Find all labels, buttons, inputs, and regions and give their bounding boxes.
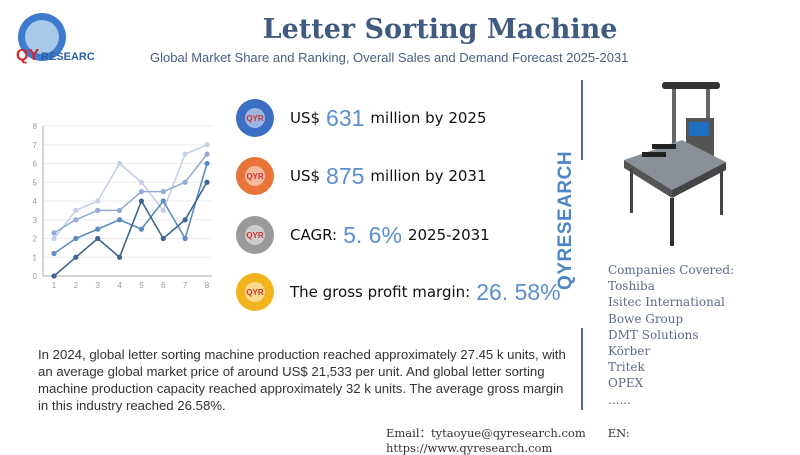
kpi-suffix: 2025-2031 — [407, 226, 490, 244]
y-tick-label: 7 — [33, 141, 38, 150]
company-item: Bowe Group — [608, 311, 684, 326]
data-point — [116, 254, 123, 260]
kpi-suffix: million by 2025 — [370, 109, 487, 127]
y-tick-label: 5 — [33, 178, 38, 187]
y-tick-label: 4 — [33, 197, 38, 206]
company-item: Toshiba — [608, 279, 655, 294]
letter-sorting-machine-image — [624, 82, 726, 246]
data-point — [116, 207, 123, 213]
data-point — [51, 273, 57, 279]
company-item: Isitec International — [608, 295, 725, 310]
footer: Email：tytaoyue@qyresearch.com EN: https:/… — [386, 425, 800, 455]
company-item: OPEX — [608, 376, 644, 391]
x-tick-label: 7 — [183, 281, 188, 290]
data-point — [182, 217, 188, 223]
x-tick-label: 5 — [139, 281, 144, 290]
data-point — [95, 226, 101, 232]
kpi-prefix: US$ — [290, 167, 321, 185]
x-tick-label: 4 — [117, 281, 122, 290]
kpi-value: 5. 6% — [343, 221, 402, 248]
kpi-prefix: CAGR: — [290, 226, 338, 244]
y-tick-label: 1 — [33, 253, 38, 262]
data-point — [204, 160, 210, 167]
page-title: Letter Sorting Machine — [262, 14, 618, 45]
x-tick-label: 1 — [52, 281, 57, 290]
svg-text:QY: QY — [16, 47, 39, 64]
divider-line — [581, 80, 583, 160]
data-point — [73, 235, 79, 242]
data-point — [204, 179, 210, 185]
data-point — [138, 226, 145, 232]
data-point — [95, 198, 101, 204]
vertical-brand: QYRESEARCH — [555, 150, 576, 290]
company-item: Körber — [608, 344, 651, 359]
y-tick-label: 8 — [33, 122, 38, 131]
kpi-2031-market: QYR US$ 875 million by 2031 — [236, 156, 487, 196]
data-point — [138, 198, 145, 204]
footer-email: Email：tytaoyue@qyresearch.com — [386, 426, 586, 440]
summary-paragraph: In 2024, global letter sorting machine p… — [38, 347, 566, 413]
y-tick-label: 2 — [33, 235, 38, 244]
companies-covered: Companies Covered: Toshiba Isitec Intern… — [608, 262, 734, 408]
data-point — [138, 189, 145, 195]
data-point — [160, 198, 166, 204]
company-item: Tritek — [608, 360, 645, 375]
series-line — [53, 144, 208, 239]
y-tick-label: 0 — [33, 272, 38, 281]
data-point — [95, 207, 101, 213]
qyresearch-logo: QY RESEARCH — [16, 13, 94, 64]
kpi-2025-market: QYR US$ 631 million by 2025 — [236, 98, 487, 138]
kpi-gross-margin: QYR The gross profit margin: 26. 58% — [236, 272, 567, 312]
data-point — [182, 179, 188, 185]
data-point — [73, 254, 79, 260]
svg-text:RESEARCH: RESEARCH — [41, 51, 94, 63]
y-tick-label: 6 — [33, 160, 38, 169]
series-line — [53, 163, 208, 255]
qyr-globe-icon: QYR — [236, 273, 274, 311]
data-point — [95, 235, 101, 242]
data-point — [138, 179, 145, 185]
data-point — [204, 151, 210, 157]
kpi-value: 26. 58% — [476, 278, 561, 305]
data-point — [73, 207, 79, 213]
qyr-globe-icon: QYR — [236, 99, 274, 137]
data-point — [73, 217, 79, 223]
x-tick-label: 6 — [161, 281, 166, 290]
data-point — [160, 235, 166, 242]
data-point — [160, 207, 166, 213]
y-tick-label: 3 — [33, 216, 38, 225]
data-point — [51, 235, 57, 242]
kpi-prefix: US$ — [290, 109, 321, 127]
kpi-value: 631 — [326, 104, 365, 131]
divider-line — [581, 328, 583, 410]
data-point — [116, 160, 123, 167]
x-tick-label: 8 — [205, 281, 210, 290]
qyr-globe-icon: QYR — [236, 216, 274, 254]
data-point — [204, 142, 210, 148]
data-point — [182, 151, 188, 157]
page-subtitle: Global Market Share and Ranking, Overall… — [150, 50, 629, 65]
kpi-value: 875 — [326, 162, 365, 189]
line-chart: 0 1 2 3 4 5 6 7 8 1 2 3 4 5 6 7 8 — [33, 122, 212, 290]
company-item: DMT Solutions — [608, 327, 699, 342]
qyr-globe-icon: QYR — [236, 157, 274, 195]
companies-heading: Companies Covered: — [608, 263, 735, 277]
x-tick-label: 3 — [95, 281, 100, 290]
series-line — [53, 181, 208, 277]
data-point — [182, 235, 188, 242]
kpi-cagr: QYR CAGR: 5. 6% 2025-2031 — [236, 215, 490, 255]
data-point — [51, 230, 57, 236]
company-item: ...... — [608, 392, 631, 407]
kpi-prefix: The gross profit margin: — [290, 283, 471, 301]
data-point — [51, 250, 57, 257]
kpi-suffix: million by 2031 — [370, 167, 487, 185]
x-tick-label: 2 — [74, 281, 79, 290]
series-line — [53, 153, 208, 234]
data-point — [160, 189, 166, 195]
data-point — [116, 217, 123, 223]
